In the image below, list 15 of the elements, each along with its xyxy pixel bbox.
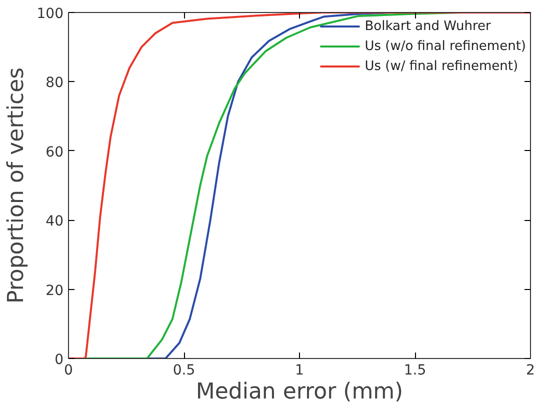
legend-label: Bolkart and Wuhrer — [364, 18, 491, 34]
x-axis-title: Median error (mm) — [196, 380, 404, 404]
y-tick-label: 20 — [46, 282, 64, 299]
y-tick-label: 0 — [54, 352, 64, 368]
x-tick-label: 1 — [295, 362, 304, 378]
y-tick-label: 40 — [46, 214, 64, 230]
y-tick-label: 100 — [36, 6, 64, 22]
y-tick-label: 60 — [46, 144, 64, 160]
legend-label: Us (w/ final refinement) — [364, 58, 518, 74]
y-axis-title: Proportion of vertices — [4, 67, 29, 304]
legend-label: Us (w/o final refinement) — [364, 38, 526, 54]
y-tick-label: 80 — [46, 75, 64, 92]
x-tick-label: 2 — [526, 362, 535, 378]
x-tick-label: 0.5 — [172, 362, 196, 378]
x-tick-label: 1.5 — [404, 362, 426, 378]
